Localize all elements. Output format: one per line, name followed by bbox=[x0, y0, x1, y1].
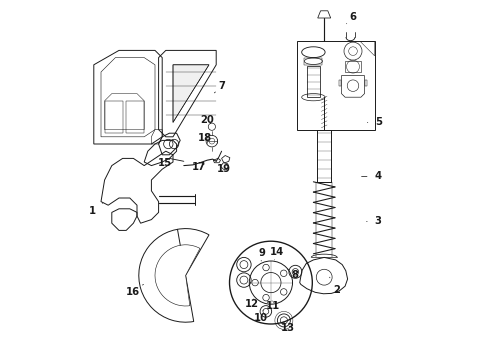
Polygon shape bbox=[173, 65, 209, 122]
Bar bbox=[317, 130, 331, 182]
Bar bbox=[307, 66, 320, 97]
Text: 18: 18 bbox=[197, 132, 212, 143]
Text: 13: 13 bbox=[280, 322, 294, 333]
Text: 1: 1 bbox=[88, 203, 103, 216]
Text: 19: 19 bbox=[217, 164, 230, 174]
Text: 4: 4 bbox=[362, 171, 382, 181]
Text: 5: 5 bbox=[368, 117, 382, 127]
Text: 2: 2 bbox=[330, 277, 340, 295]
Wedge shape bbox=[155, 245, 200, 306]
Text: 10: 10 bbox=[254, 310, 268, 323]
Text: 11: 11 bbox=[266, 301, 280, 311]
Text: 7: 7 bbox=[215, 81, 225, 93]
Bar bbox=[297, 41, 374, 130]
Text: 6: 6 bbox=[346, 12, 357, 24]
Text: 14: 14 bbox=[270, 247, 285, 260]
Text: 20: 20 bbox=[200, 114, 214, 125]
Text: 17: 17 bbox=[192, 162, 206, 172]
Text: 8: 8 bbox=[288, 269, 298, 280]
Text: 12: 12 bbox=[245, 299, 259, 309]
Text: 3: 3 bbox=[367, 216, 382, 226]
Text: 15: 15 bbox=[158, 158, 172, 168]
Text: 9: 9 bbox=[259, 248, 266, 261]
Text: 16: 16 bbox=[125, 284, 144, 297]
